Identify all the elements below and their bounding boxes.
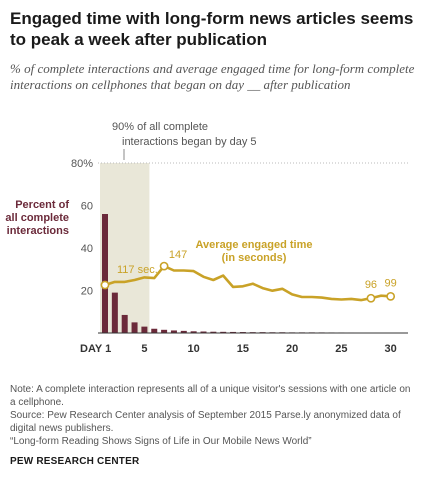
line-data-label: 99 <box>385 277 397 289</box>
bar <box>151 328 158 333</box>
annotated-point <box>100 280 110 290</box>
line-data-label: 117 sec. <box>117 264 158 276</box>
x-tick-label: 10 <box>188 343 200 355</box>
bar <box>230 331 237 333</box>
x-tick-label: DAY 1 <box>80 343 111 355</box>
x-tick-label: 5 <box>141 343 147 355</box>
bar-series-label: Percent of <box>15 199 69 211</box>
bar <box>121 314 128 333</box>
engaged-time-line <box>104 264 391 302</box>
footer-source: Source: Pew Research Center analysis of … <box>10 410 401 434</box>
bar <box>220 331 227 333</box>
highlight-band <box>100 163 150 333</box>
x-tick-label: 15 <box>237 343 249 355</box>
line-series-label: (in seconds) <box>222 252 287 264</box>
line-data-label: 96 <box>365 279 377 291</box>
bar <box>200 331 207 333</box>
bar <box>170 330 177 333</box>
bar-series-label: interactions <box>7 225 69 237</box>
y-tick-label: 20 <box>81 286 93 298</box>
chart-title: Engaged time with long-form news article… <box>10 9 414 49</box>
y-tick-label: 40 <box>81 243 93 255</box>
footer-notes: Note: A complete interaction represents … <box>10 383 415 448</box>
brand-label: PEW RESEARCH CENTER <box>10 456 140 467</box>
bar <box>102 214 108 333</box>
footer-note: Note: A complete interaction represents … <box>10 384 411 408</box>
bar <box>210 331 217 333</box>
y-tick-label: 60 <box>81 201 93 213</box>
bar <box>131 322 138 333</box>
bar <box>161 329 168 333</box>
x-tick-label: 20 <box>286 343 298 355</box>
chart-subtitle: % of complete interactions and average e… <box>10 61 415 92</box>
line-series-label: Average engaged time <box>196 239 313 251</box>
bar <box>180 330 187 333</box>
highlight-label-line2: interactions began by day 5 <box>122 136 257 148</box>
x-tick-label: 25 <box>335 343 347 355</box>
annotated-point <box>159 261 169 271</box>
bar <box>111 292 118 333</box>
annotated-point <box>386 291 396 301</box>
footer-report-title: “Long-form Reading Shows Signs of Life i… <box>10 436 312 447</box>
annotated-point <box>366 293 376 303</box>
highlight-label-line1: 90% of all complete <box>112 121 208 133</box>
x-tick-label: 30 <box>385 343 397 355</box>
bar <box>190 331 197 333</box>
bar <box>141 326 148 333</box>
y-tick-label: 80% <box>71 158 93 170</box>
bar-series-label: all complete <box>5 212 69 224</box>
line-data-label: 147 <box>169 249 187 261</box>
